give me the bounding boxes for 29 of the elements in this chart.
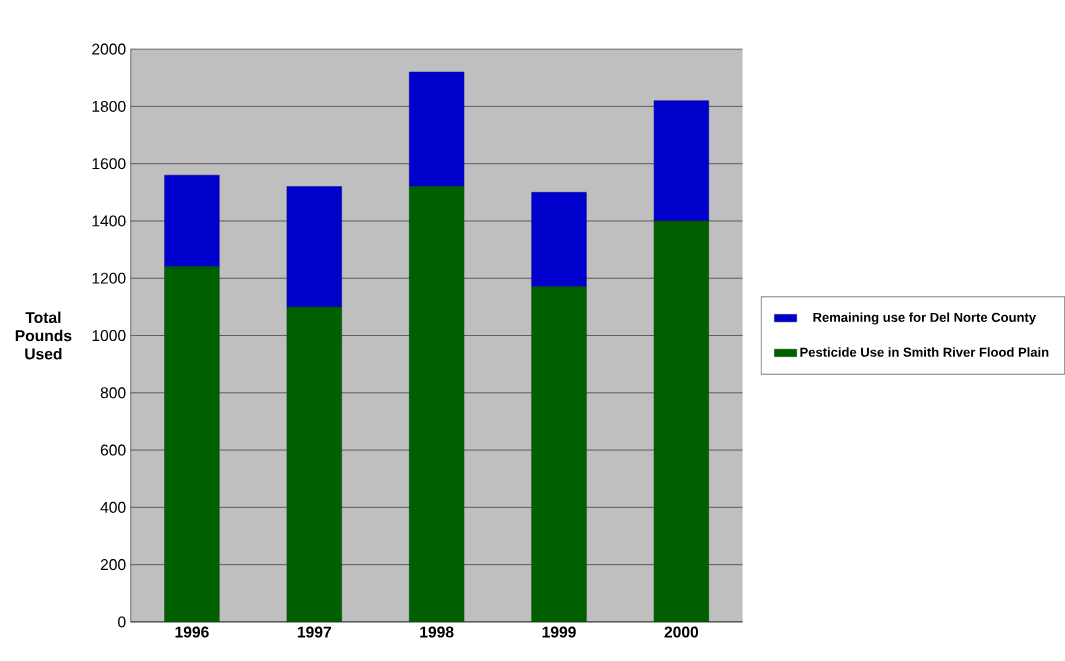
y-tick-label: 200	[100, 559, 126, 571]
x-tick-label: 1999	[542, 626, 576, 638]
bar	[531, 286, 587, 622]
bar	[409, 71, 465, 187]
legend-label: Pesticide Use in Smith River Flood Plain	[800, 347, 1049, 357]
y-tick-label: 0	[118, 616, 126, 628]
bar	[409, 186, 465, 622]
y-tick-label: 1000	[92, 330, 126, 342]
bar	[286, 186, 342, 308]
y-tick-label: 1400	[92, 215, 126, 227]
x-tick-label: 1998	[420, 626, 454, 638]
x-tick-label: 1996	[175, 626, 209, 638]
y-tick-label: 400	[100, 501, 126, 513]
bar	[286, 306, 342, 622]
y-tick-label: 1200	[92, 272, 126, 284]
y-tick-label: 800	[100, 387, 126, 399]
y-tick-label: 1600	[92, 158, 126, 170]
bar	[653, 220, 709, 622]
x-tick-label: 2000	[664, 626, 699, 638]
legend-label: Remaining use for Del Norte County	[813, 312, 1036, 325]
bar	[164, 174, 220, 268]
y-tick-label: 1800	[92, 100, 126, 112]
y-tick-label: 600	[100, 444, 126, 456]
bar	[531, 192, 587, 288]
x-tick-label: 1997	[297, 626, 331, 638]
bar	[164, 266, 220, 622]
y-axis-title: Total Pounds Used	[15, 311, 72, 360]
bar	[653, 100, 709, 222]
y-tick-label: 2000	[92, 43, 126, 55]
